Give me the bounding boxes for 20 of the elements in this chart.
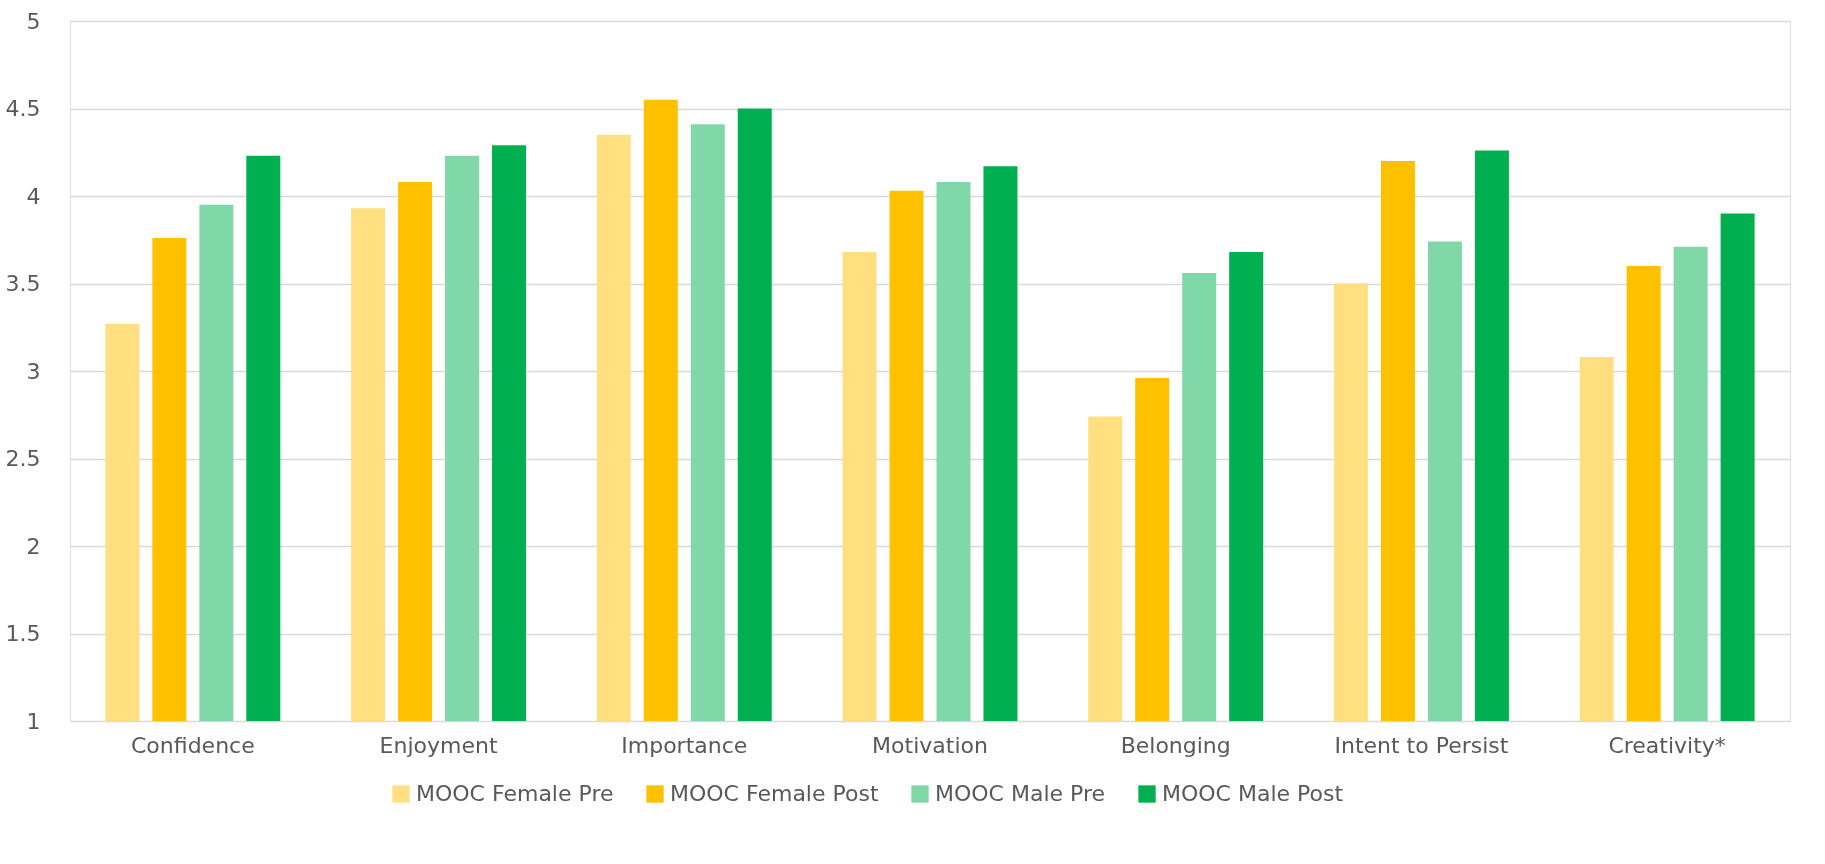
y-tick-label: 2.5 xyxy=(5,446,41,471)
y-tick-label: 1.5 xyxy=(5,621,41,646)
y-tick-label: 4.5 xyxy=(5,96,41,121)
x-tick-label: Motivation xyxy=(872,732,988,758)
legend-label: MOOC Female Post xyxy=(670,781,879,806)
y-tick-label: 4 xyxy=(26,183,41,209)
y-tick-label: 3 xyxy=(26,358,41,384)
x-tick-label: Importance xyxy=(621,732,748,758)
y-tick-label: 1 xyxy=(26,708,41,734)
y-tick-label: 2 xyxy=(26,533,41,559)
legend-label: MOOC Male Pre xyxy=(935,781,1106,806)
x-tick-label: Enjoyment xyxy=(379,732,498,758)
x-tick-label: Intent to Persist xyxy=(1334,732,1509,758)
legend-label: MOOC Female Pre xyxy=(416,781,614,806)
legend-label: MOOC Male Post xyxy=(1162,781,1344,806)
x-tick-label: Confidence xyxy=(131,732,255,758)
y-tick-label: 5 xyxy=(26,8,41,34)
y-tick-label: 3.5 xyxy=(5,271,41,296)
x-tick-label: Creativity* xyxy=(1608,732,1726,758)
x-tick-label: Belonging xyxy=(1120,732,1231,758)
